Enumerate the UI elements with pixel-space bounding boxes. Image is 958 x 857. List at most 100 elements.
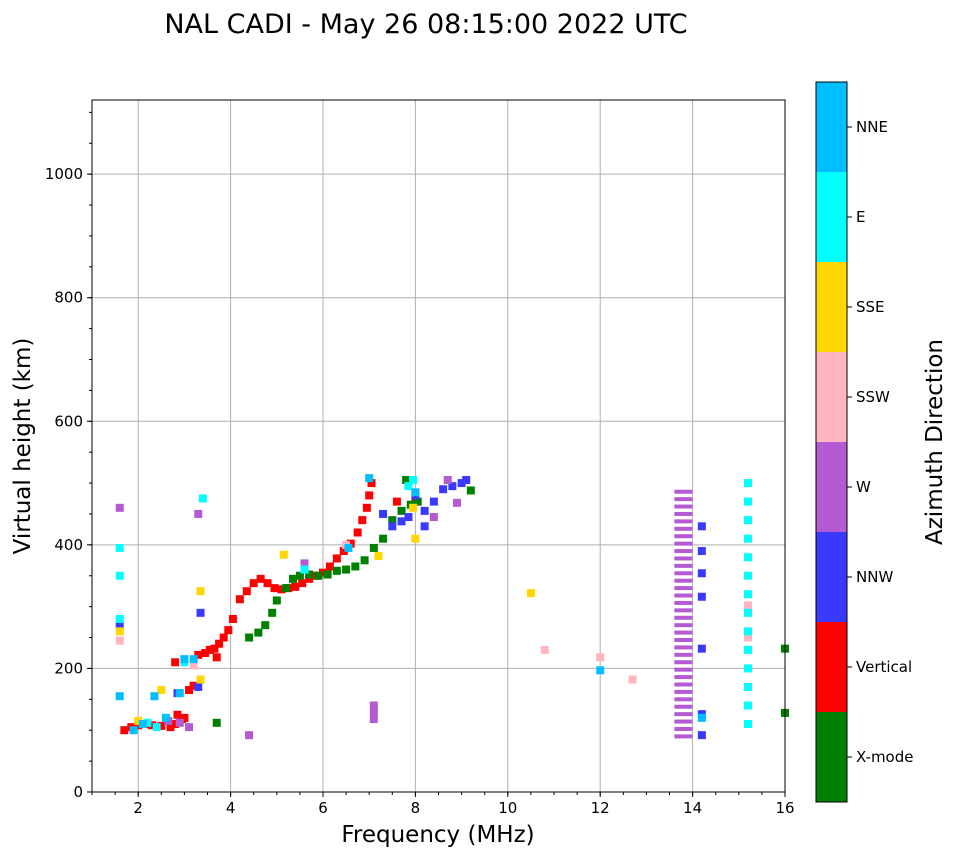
mark-e [198,494,207,503]
mark-nne [161,713,170,722]
mark-x-mode [314,571,323,580]
mark-e [744,571,753,580]
band-mark-w [674,511,693,516]
mark-vertical [256,574,265,583]
mark-vertical [325,562,334,571]
mark-ssw [540,645,549,654]
mark-e [115,615,124,623]
x-tick-label: 4 [226,799,236,817]
mark-nnw [194,682,203,691]
mark-nnw [448,482,457,491]
grid-lines [92,100,785,792]
mark-nnw [404,513,413,522]
mark-ssw [628,675,637,684]
mark-nnw [462,475,471,484]
band-mark-w [674,526,693,531]
band-mark-w [674,697,693,702]
mark-x-mode [305,570,314,579]
mark-x-mode [413,497,422,506]
y-tick-label: 600 [54,412,83,430]
mark-vertical [194,650,203,659]
mark-nne [138,720,147,729]
colorbar-swatch-w [816,442,847,532]
mark-ssw [115,636,124,645]
mark-nnw [420,522,429,531]
mark-x-mode [212,718,221,727]
band-mark-w [674,712,693,717]
mark-sse [196,675,205,684]
colorbar-label-sse: SSE [856,298,885,316]
mark-sse [411,534,420,543]
mark-nnw [697,731,706,740]
mark-w [185,723,194,732]
mark-w [175,718,184,727]
mark-e [152,723,161,732]
colorbar-swatch-nne [816,82,847,172]
colorbar-swatch-sse [816,262,847,352]
mark-nnw [697,644,706,653]
colorbar-label-w: W [856,478,871,496]
mark-e [300,565,309,574]
x-tick-label: 12 [591,799,610,817]
mark-nnw [697,592,706,601]
mark-w [369,715,378,724]
mark-vertical [362,503,371,512]
mark-x-mode [388,516,397,525]
mark-sse [409,503,418,512]
mark-vertical [270,584,279,593]
mark-vertical [358,516,367,525]
mark-x-mode [261,621,270,630]
mark-vertical [148,721,157,730]
band-mark-w [674,541,693,546]
y-tick-label: 1000 [45,165,83,183]
mark-e [744,590,753,599]
x-tick-label: 16 [775,799,794,817]
mark-vertical [201,648,210,657]
mark-vertical [392,497,401,506]
mark-nnw [697,547,706,556]
band-mark-w [674,556,693,561]
mark-nnw [388,522,397,531]
mark-x-mode [295,571,304,580]
mark-x-mode [282,584,291,593]
band-mark-w [674,630,693,635]
mark-nne [344,543,353,552]
y-axis-label: Virtual height (km) [10,338,36,555]
mark-ssw [189,661,198,670]
band-mark-w [674,719,693,724]
mark-vertical [332,554,341,563]
mark-ssw [596,653,605,662]
mark-x-mode [369,543,378,552]
x-tick-label: 2 [133,799,143,817]
band-mark-w [674,497,693,502]
band-mark-w [674,638,693,643]
mark-nne [189,655,198,664]
mark-vertical [215,639,224,648]
mark-nnw [397,517,406,526]
mark-vertical [224,626,233,635]
mark-vertical [205,645,214,654]
mark-vertical [210,644,219,653]
mark-nnw [115,621,124,630]
mark-sse [374,551,383,560]
x-tick-label: 14 [683,799,702,817]
mark-vertical [305,574,314,583]
mark-vertical [157,721,166,730]
colorbar-swatch-vertical [816,622,847,712]
mark-w [443,475,452,484]
mark-e [744,497,753,506]
colorbar-label-vertical: Vertical [856,658,912,676]
mark-nnw [697,522,706,531]
mark-x-mode [245,633,254,642]
y-tick-label: 400 [54,536,83,554]
y-tick-label: 0 [73,783,83,801]
mark-nnw [429,497,438,506]
mark-e [744,516,753,525]
mark-x-mode [342,565,351,574]
mark-e [744,701,753,710]
band-mark-w [674,600,693,605]
band-mark-w [674,689,693,694]
band-mark-w [674,682,693,687]
mark-x-mode [379,534,388,543]
mark-x-mode [268,608,277,617]
